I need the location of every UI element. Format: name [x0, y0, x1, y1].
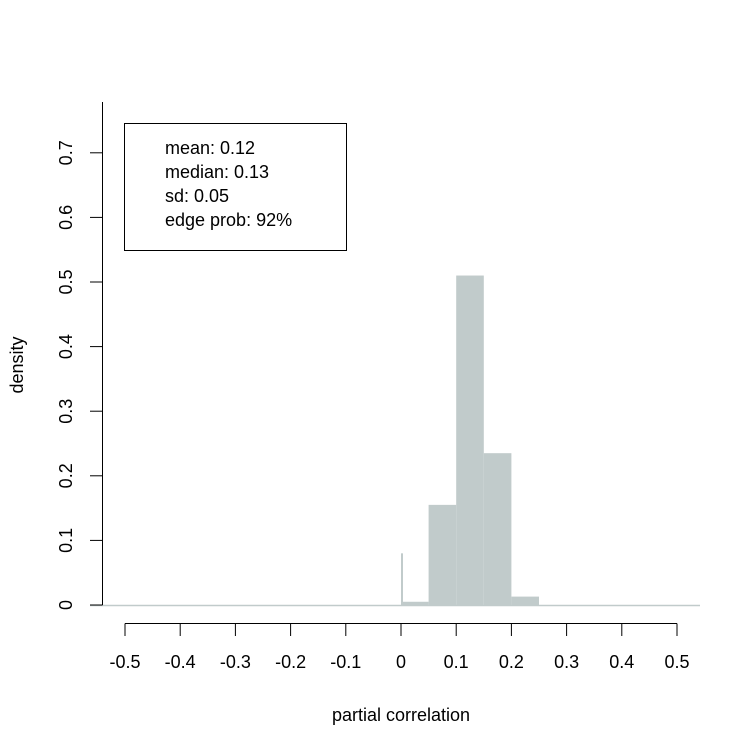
x-tick-label: -0.3 — [220, 652, 251, 672]
histogram-bar — [428, 504, 457, 605]
stats-sd: sd: 0.05 — [165, 186, 229, 206]
stats-box: mean: 0.12 median: 0.13 sd: 0.05 edge pr… — [124, 123, 347, 251]
x-tick-label: 0.1 — [444, 652, 469, 672]
histogram-bar — [511, 596, 539, 605]
histogram-spike — [401, 553, 403, 605]
x-tick-label: 0.5 — [664, 652, 689, 672]
stats-edge-prob: edge prob: 92% — [165, 210, 292, 230]
x-axis-label: partial correlation — [332, 705, 470, 725]
stats-mean: mean: 0.12 — [165, 138, 255, 158]
x-tick-label: 0 — [396, 652, 406, 672]
y-tick-label: 0.2 — [56, 463, 76, 488]
x-tick-label: -0.4 — [165, 652, 196, 672]
y-tick-label: 0.3 — [56, 399, 76, 424]
x-tick-label: -0.5 — [109, 652, 140, 672]
y-tick-label: 0 — [56, 600, 76, 610]
x-tick-label: -0.1 — [330, 652, 361, 672]
y-axis: 0 0.1 0.2 0.3 0.4 0.5 0.6 0.7 — [56, 102, 103, 610]
x-axis: -0.5 -0.4 -0.3 -0.2 -0.1 0 0.1 0.2 0.3 0.4 0.5 — [109, 623, 690, 672]
x-tick-label: 0.2 — [499, 652, 524, 672]
stats-median: median: 0.13 — [165, 162, 269, 182]
y-tick-label: 0.6 — [56, 205, 76, 230]
histogram-bar — [456, 275, 484, 605]
y-tick-label: 0.7 — [56, 140, 76, 165]
y-tick-label: 0.5 — [56, 269, 76, 294]
x-tick-label: -0.2 — [275, 652, 306, 672]
histogram-bar — [401, 601, 429, 605]
y-tick-label: 0.1 — [56, 528, 76, 553]
histogram-bar — [483, 453, 512, 605]
x-tick-label: 0.3 — [554, 652, 579, 672]
stats-box-frame — [124, 123, 347, 251]
x-tick-label: 0.4 — [609, 652, 634, 672]
y-axis-label: density — [7, 336, 27, 393]
y-tick-label: 0.4 — [56, 334, 76, 359]
